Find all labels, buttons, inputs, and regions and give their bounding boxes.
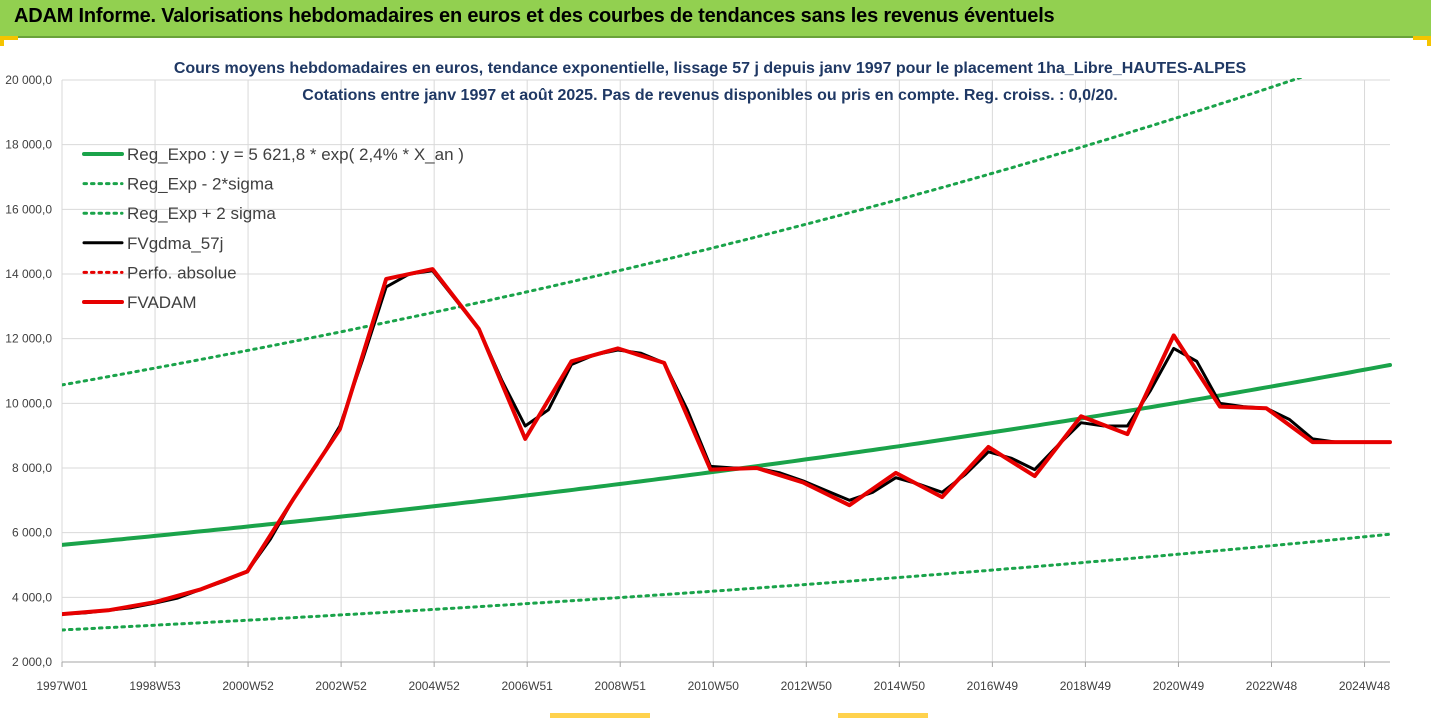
x-tick-label: 2006W51 bbox=[501, 679, 553, 693]
chart-title-line1: Cours moyens hebdomadaires en euros, ten… bbox=[173, 60, 1247, 77]
series-line-5 bbox=[62, 267, 1392, 617]
corner-marker-top-left bbox=[0, 36, 18, 40]
y-tick-label: 4 000,0 bbox=[12, 590, 52, 604]
x-tick-label: 2002W52 bbox=[315, 679, 367, 693]
y-tick-label: 14 000,0 bbox=[5, 267, 52, 281]
legend-label-4: Perfo. absolue bbox=[127, 263, 237, 282]
series-line-3 bbox=[62, 269, 1392, 616]
x-tick-label: 2010W50 bbox=[688, 679, 740, 693]
x-tick-label: 2000W52 bbox=[222, 679, 274, 693]
x-tick-label: 2014W50 bbox=[874, 679, 926, 693]
footer-tab-left bbox=[550, 713, 650, 718]
x-tick-label: 2012W50 bbox=[781, 679, 833, 693]
chart-title-line2: Cotations entre janv 1997 et août 2025. … bbox=[302, 87, 1118, 104]
y-tick-label: 8 000,0 bbox=[12, 461, 52, 475]
corner-marker-top-left-v bbox=[0, 36, 4, 46]
x-tick-label: 2018W49 bbox=[1060, 679, 1112, 693]
corner-marker-top-right bbox=[1413, 36, 1431, 40]
legend-label-1: Reg_Exp - 2*sigma bbox=[127, 175, 274, 194]
report-header-bar: ADAM Informe. Valorisations hebdomadaire… bbox=[0, 0, 1431, 38]
y-tick-label: 16 000,0 bbox=[5, 202, 52, 216]
x-tick-label: 2020W49 bbox=[1153, 679, 1205, 693]
series-line-2 bbox=[62, 78, 1304, 387]
chart-series bbox=[62, 78, 1392, 632]
corner-marker-top-right-v bbox=[1427, 36, 1431, 46]
x-tick-label: 2008W51 bbox=[595, 679, 647, 693]
x-tick-label: 1998W53 bbox=[129, 679, 181, 693]
x-tick-label: 1997W01 bbox=[36, 679, 88, 693]
x-tick-label: 2016W49 bbox=[967, 679, 1019, 693]
y-tick-label: 2 000,0 bbox=[12, 655, 52, 669]
y-axis: 2 000,0 4 000,0 6 000,0 8 000,0 10 000,0 12 0… bbox=[5, 73, 52, 669]
legend-label-3: FVgdma_57j bbox=[127, 234, 223, 253]
x-tick-label: 2024W48 bbox=[1339, 679, 1391, 693]
footer-tab-right bbox=[838, 713, 928, 718]
y-tick-label: 12 000,0 bbox=[5, 332, 52, 346]
legend-label-0: Reg_Expo : y = 5 621,8 * exp( 2,4% * X_a… bbox=[127, 145, 464, 164]
series-line-1 bbox=[62, 532, 1392, 632]
chart-legend: Reg_Expo : y = 5 621,8 * exp( 2,4% * X_a… bbox=[82, 145, 464, 312]
y-tick-label: 18 000,0 bbox=[5, 138, 52, 152]
report-title: ADAM Informe. Valorisations hebdomadaire… bbox=[14, 5, 1055, 27]
legend-label-2: Reg_Exp + 2 sigma bbox=[127, 204, 276, 223]
legend-label-5: FVADAM bbox=[127, 293, 197, 312]
y-tick-label: 20 000,0 bbox=[5, 73, 52, 87]
series-line-0 bbox=[62, 363, 1392, 547]
x-tick-label: 2004W52 bbox=[408, 679, 460, 693]
x-tick-label: 2022W48 bbox=[1246, 679, 1298, 693]
x-axis: 1997W01 1998W53 2000W52 2002W52 2004W52 2006W… bbox=[36, 661, 1391, 693]
y-tick-label: 6 000,0 bbox=[12, 526, 52, 540]
chart-grid bbox=[61, 79, 1390, 663]
y-tick-label: 10 000,0 bbox=[5, 396, 52, 410]
